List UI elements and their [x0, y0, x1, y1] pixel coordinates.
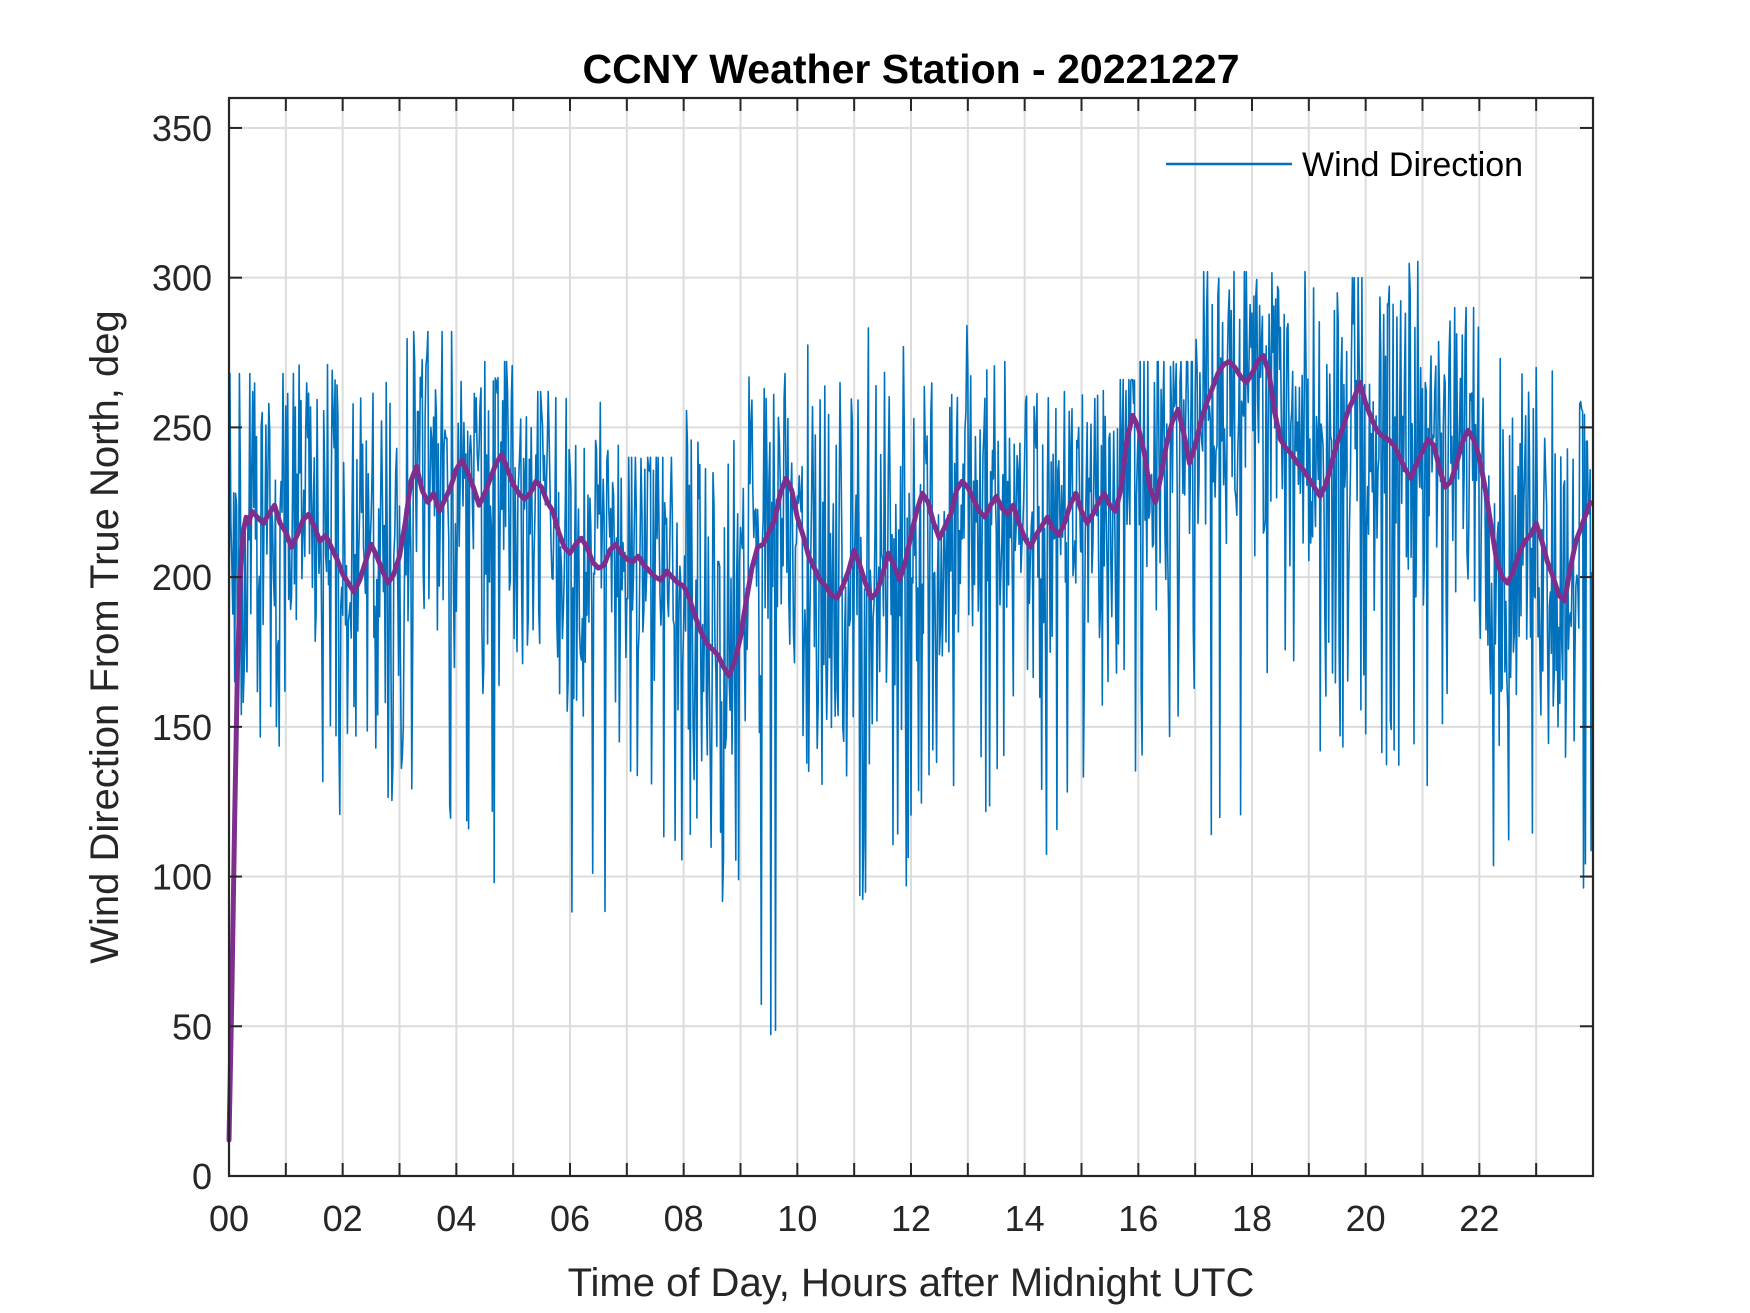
- x-tick-label: 08: [664, 1198, 704, 1239]
- x-tick-label: 14: [1005, 1198, 1045, 1239]
- y-tick-label: 150: [152, 707, 212, 748]
- moving-average-series: [226, 353, 1593, 1143]
- y-tick-label: 350: [152, 108, 212, 149]
- y-tick-label: 200: [152, 557, 212, 598]
- x-tick-label: 02: [323, 1198, 363, 1239]
- wind-direction-series: [228, 260, 1593, 1036]
- legend: Wind Direction: [1166, 146, 1523, 184]
- x-tick-label: 06: [550, 1198, 590, 1239]
- x-axis-label: Time of Day, Hours after Midnight UTC: [568, 1261, 1255, 1305]
- y-tick-label: 250: [152, 407, 212, 448]
- y-axis-label: Wind Direction From True North, deg: [83, 310, 127, 964]
- y-tick-labels: 0 50 100 150 200 250 300 350: [152, 108, 212, 1197]
- x-tick-labels: 00 02 04 06 08 10 12 14 16 18 20 22: [209, 1198, 1499, 1239]
- x-tick-label: 18: [1232, 1198, 1272, 1239]
- legend-label-wind-direction: Wind Direction: [1302, 146, 1523, 184]
- moving-average-line: [226, 353, 1593, 1143]
- x-tick-label: 10: [777, 1198, 817, 1239]
- y-tick-label: 100: [152, 857, 212, 898]
- x-tick-label: 16: [1118, 1198, 1158, 1239]
- y-tick-label: 0: [192, 1156, 212, 1197]
- x-tick-label: 22: [1459, 1198, 1499, 1239]
- x-tick-label: 20: [1346, 1198, 1386, 1239]
- x-tick-label: 12: [891, 1198, 931, 1239]
- axis-ticks: [229, 98, 1593, 1177]
- x-tick-label: 04: [436, 1198, 476, 1239]
- wind-direction-line: [228, 260, 1593, 1036]
- chart-title: CCNY Weather Station - 20221227: [582, 46, 1239, 92]
- y-tick-label: 300: [152, 258, 212, 299]
- y-tick-label: 50: [172, 1006, 212, 1047]
- x-tick-label: 00: [209, 1198, 249, 1239]
